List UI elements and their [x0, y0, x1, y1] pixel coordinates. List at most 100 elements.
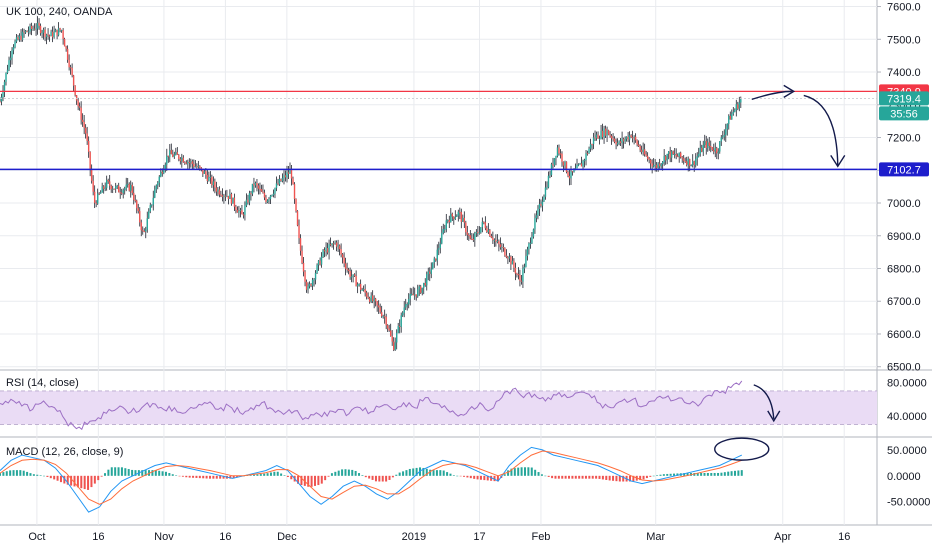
- candle-up: [731, 113, 733, 120]
- candle-down: [568, 175, 571, 179]
- candle-down: [113, 188, 115, 190]
- macd-hist-down: [598, 475, 601, 479]
- candle-down: [296, 211, 299, 226]
- candle-down: [202, 168, 204, 174]
- candle-down: [355, 276, 357, 287]
- candle-up: [232, 197, 234, 204]
- candle-up: [583, 160, 586, 162]
- candle-down: [293, 184, 296, 200]
- candle-up: [421, 287, 423, 293]
- macd-hist-down: [181, 475, 184, 477]
- signal-line: [0, 450, 742, 505]
- candle-down: [675, 154, 677, 157]
- candle-down: [161, 171, 163, 174]
- macd-hist-up: [706, 472, 709, 476]
- candle-up: [212, 181, 215, 186]
- macd-hist-down: [473, 475, 476, 479]
- macd-hist-up: [269, 472, 272, 476]
- candle-up: [125, 184, 127, 189]
- candle-down: [435, 258, 437, 261]
- candle-up: [577, 164, 580, 166]
- candle-up: [588, 148, 590, 154]
- candle-down: [108, 181, 111, 186]
- candle-down: [676, 156, 679, 158]
- macd-cross-circle: [714, 437, 770, 461]
- macd-hist-up: [737, 470, 740, 476]
- macd-hist-up: [249, 475, 252, 476]
- macd-hist-up: [513, 468, 516, 476]
- candle-down: [609, 134, 611, 136]
- macd-hist-up: [114, 467, 117, 476]
- candle-up: [50, 31, 52, 37]
- candle-down: [256, 182, 258, 186]
- candle-up: [331, 243, 333, 246]
- macd-hist-down: [578, 475, 581, 479]
- candle-down: [326, 248, 329, 253]
- candle-down: [649, 159, 652, 164]
- candle-up: [41, 32, 43, 34]
- macd-hist-up: [15, 470, 18, 476]
- candle-up: [158, 176, 160, 183]
- candle-down: [74, 85, 76, 96]
- candle-up: [447, 219, 449, 221]
- candle-up: [152, 197, 154, 205]
- macd-hist-down: [591, 475, 594, 479]
- candle-down: [102, 186, 105, 189]
- macd-hist-up: [425, 468, 428, 476]
- candle-down: [30, 25, 33, 30]
- candle-up: [720, 137, 722, 142]
- macd-hist-down: [469, 475, 472, 479]
- candle-up: [254, 182, 257, 186]
- macd-hist-up: [361, 475, 364, 476]
- candle-up: [598, 138, 601, 140]
- macd-hist-down: [378, 475, 381, 482]
- candle-up: [666, 154, 668, 161]
- candle-down: [56, 29, 58, 36]
- macd-hist-down: [459, 475, 462, 477]
- candle-up: [352, 274, 354, 277]
- macd-hist-down: [222, 475, 225, 479]
- candle-down: [520, 280, 523, 282]
- macd-hist-down: [466, 475, 469, 478]
- candle-down: [80, 107, 82, 120]
- candle-up: [358, 283, 360, 285]
- candle-down: [235, 206, 237, 210]
- candle-up: [663, 156, 665, 162]
- candle-up: [642, 149, 644, 152]
- macd-hist-down: [479, 475, 482, 480]
- candle-up: [101, 186, 103, 193]
- macd-hist-down: [371, 475, 374, 480]
- candle-up: [248, 193, 251, 203]
- candle-down: [453, 216, 455, 219]
- forecast-arrowhead-right: [783, 84, 796, 98]
- macd-hist-up: [405, 470, 408, 476]
- candle-up: [625, 136, 628, 140]
- x-tick-label: Mar: [646, 531, 665, 543]
- candle-down: [89, 151, 91, 170]
- candle-up: [337, 245, 339, 247]
- rsi-band: [0, 390, 877, 425]
- candle-down: [185, 162, 188, 164]
- candle-down: [705, 141, 707, 149]
- candle-down: [655, 164, 658, 168]
- candle-up: [704, 141, 706, 145]
- candle-up: [155, 185, 157, 190]
- candle-up: [356, 284, 359, 287]
- macd-hist-down: [374, 475, 377, 482]
- candle-up: [436, 249, 438, 261]
- macd-hist-up: [9, 470, 12, 476]
- macd-hist-up: [717, 472, 720, 476]
- candle-up: [690, 165, 692, 167]
- macd-hist-down: [601, 475, 604, 480]
- candle-up: [408, 299, 410, 305]
- macd-hist-up: [683, 473, 686, 476]
- candle-down: [290, 169, 293, 179]
- macd-hist-down: [100, 475, 103, 477]
- candle-down: [686, 161, 688, 165]
- macd-hist-up: [144, 470, 147, 476]
- candle-down: [131, 184, 133, 193]
- candle-up: [115, 186, 117, 189]
- candle-down: [613, 138, 616, 142]
- candle-down: [133, 192, 135, 200]
- candle-up: [217, 189, 219, 192]
